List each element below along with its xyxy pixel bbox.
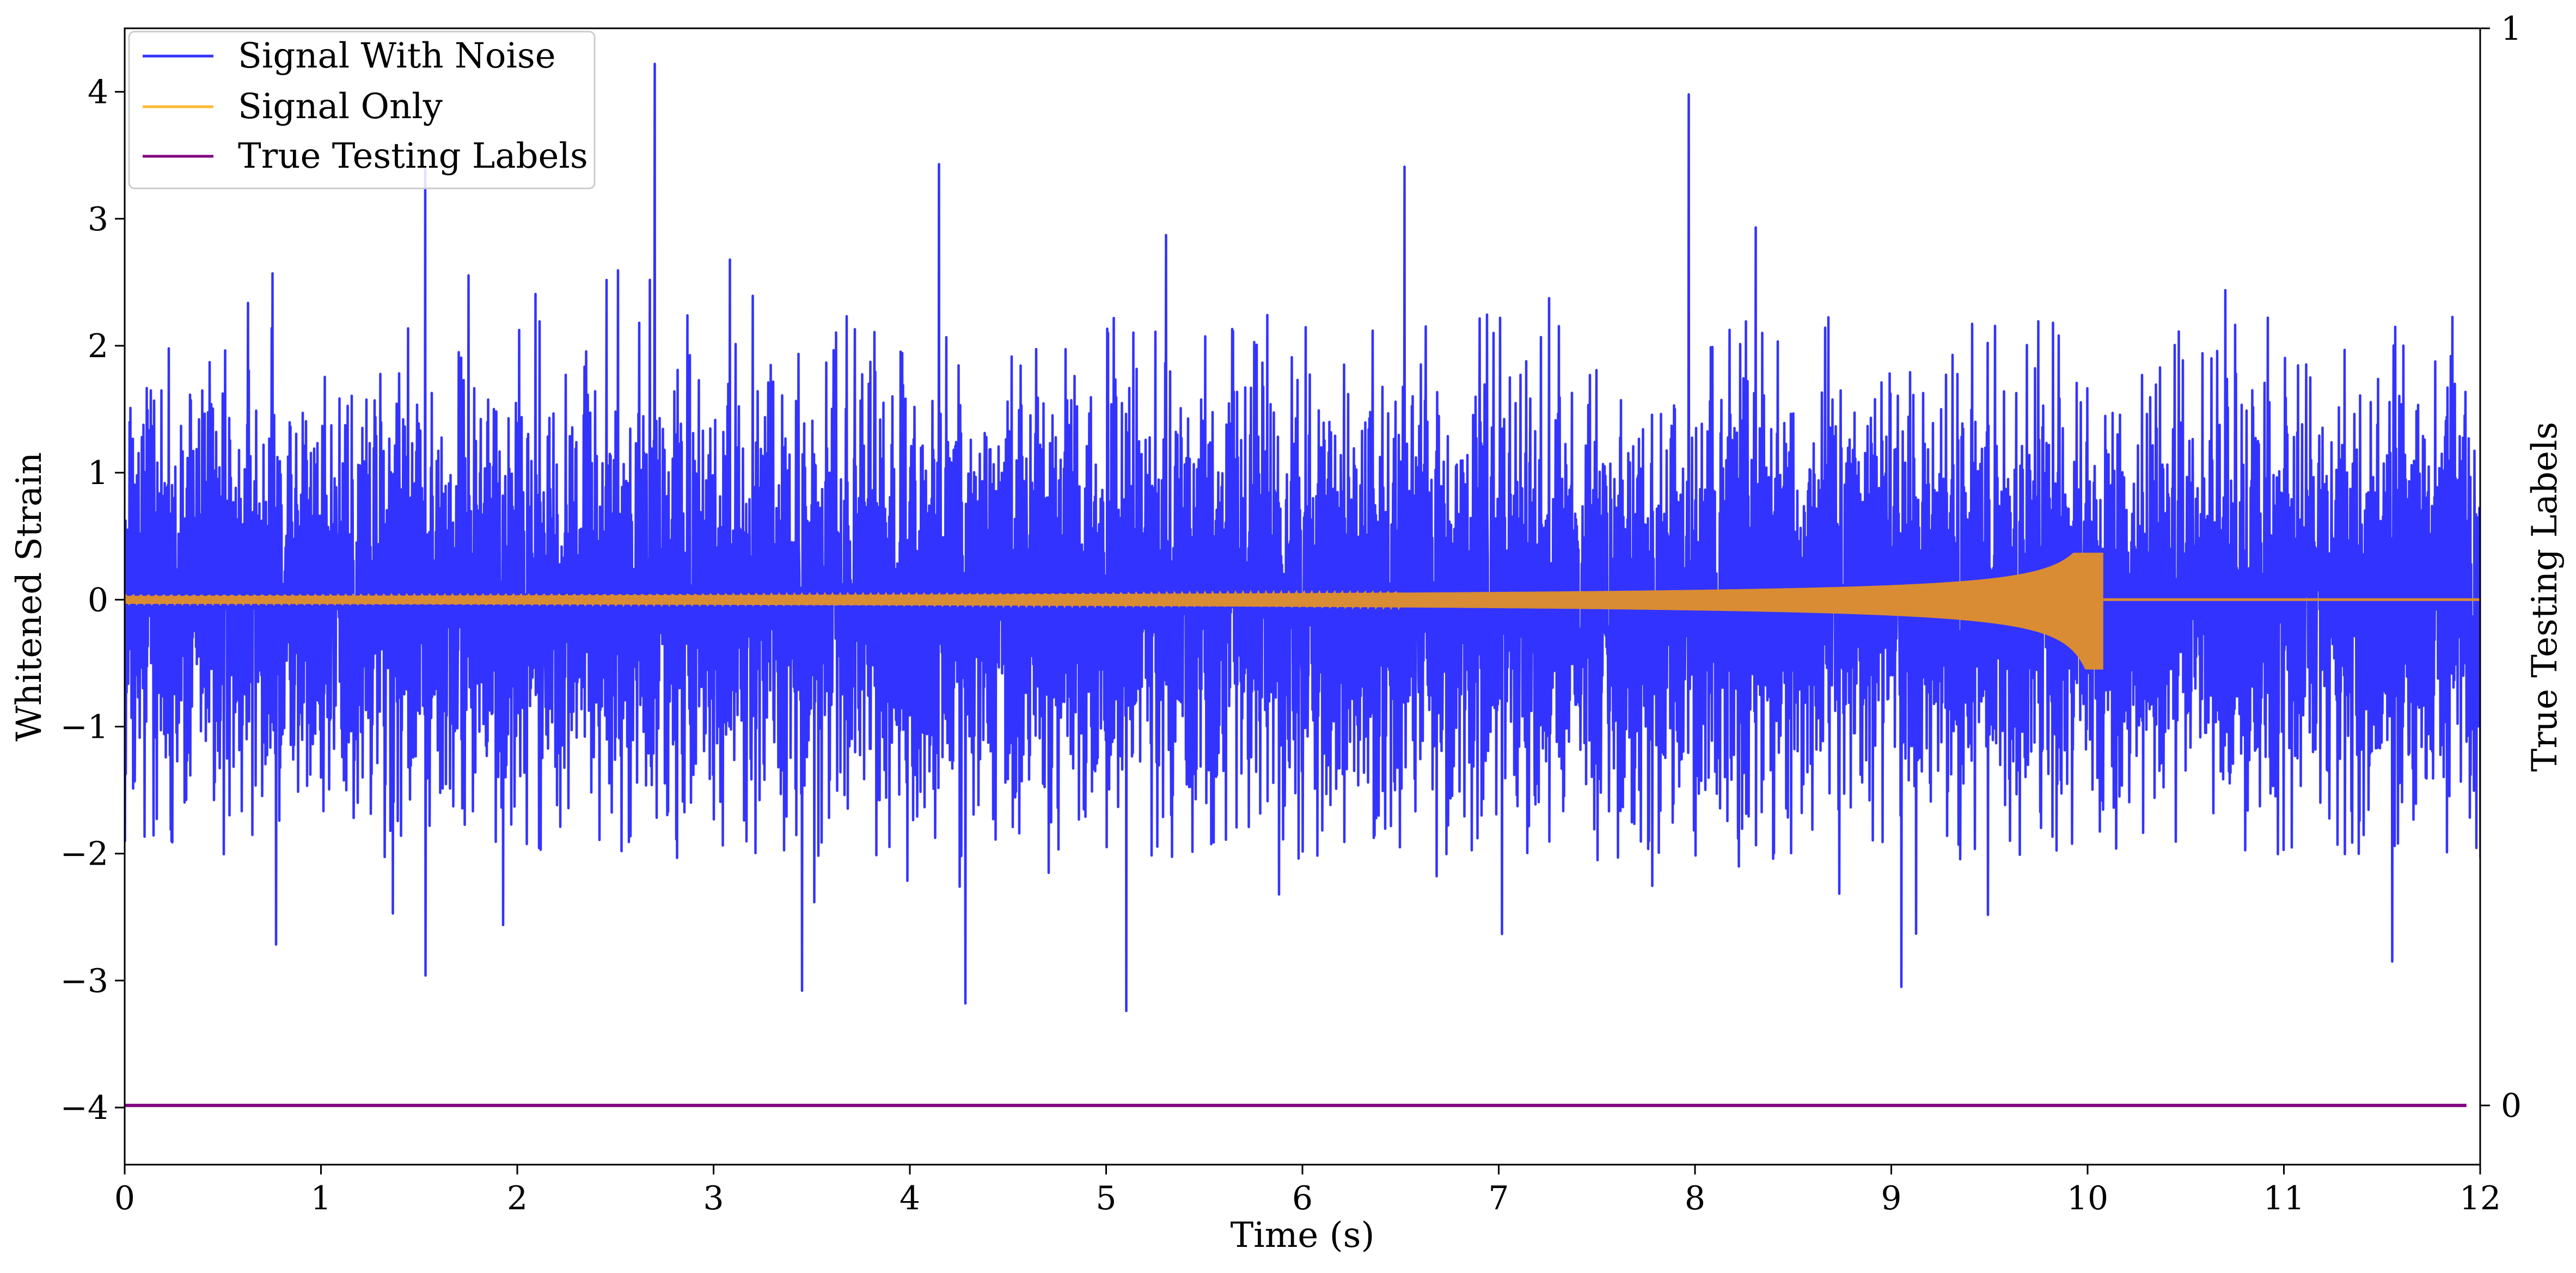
legend-label-true-testing-labels: True Testing Labels — [238, 136, 588, 176]
x-tick-label: 1 — [310, 1179, 331, 1217]
y-axis-label: Whitened Strain — [9, 452, 50, 741]
x-tick-label: 9 — [1881, 1179, 1901, 1217]
legend-box — [128, 30, 596, 189]
series-signal-with-noise-line — [125, 63, 2480, 1013]
y-tick-label: 0 — [88, 581, 108, 619]
x-tick-label: 0 — [114, 1179, 135, 1217]
y-axis-right: 10 — [2480, 10, 2522, 1125]
y-tick-label: −2 — [60, 835, 108, 873]
y-tick-label: 4 — [88, 74, 108, 112]
y-tick-label: −3 — [60, 962, 108, 1000]
plot-area — [125, 63, 2480, 1107]
x-axis-label: Time (s) — [1231, 1215, 1375, 1256]
y-tick-label: 1 — [88, 454, 108, 492]
x-tick-label: 2 — [507, 1179, 528, 1217]
y-tick-label: −1 — [60, 708, 108, 746]
x-tick-label: 6 — [1292, 1179, 1313, 1217]
legend-label-signal-with-noise: Signal With Noise — [238, 36, 556, 76]
x-tick-label: 7 — [1488, 1179, 1509, 1217]
y-tick-label: 3 — [88, 200, 108, 238]
x-tick-label: 12 — [2459, 1179, 2501, 1217]
x-tick-label: 4 — [900, 1179, 920, 1217]
series-signal-only-line — [125, 590, 2480, 610]
legend-label-signal-only: Signal Only — [238, 87, 443, 127]
y-right-tick-label: 0 — [2501, 1087, 2522, 1125]
x-tick-label: 8 — [1685, 1179, 1705, 1217]
x-axis: 0 1 2 3 4 5 6 7 8 9 10 11 12 — [114, 1165, 2501, 1217]
x-tick-label: 5 — [1096, 1179, 1116, 1217]
y-tick-label: 2 — [88, 327, 108, 365]
y-tick-label: −4 — [60, 1089, 108, 1127]
legend: Signal With Noise Signal Only True Testi… — [128, 30, 596, 189]
y-right-tick-label: 1 — [2501, 10, 2522, 48]
x-tick-label: 3 — [703, 1179, 724, 1217]
x-tick-label: 10 — [2067, 1179, 2108, 1217]
y-axis-right-label: True Testing Labels — [2525, 422, 2565, 772]
y-axis-left: 4 3 2 1 0 −1 −2 −3 −4 — [60, 74, 125, 1127]
x-tick-label: 11 — [2263, 1179, 2304, 1217]
